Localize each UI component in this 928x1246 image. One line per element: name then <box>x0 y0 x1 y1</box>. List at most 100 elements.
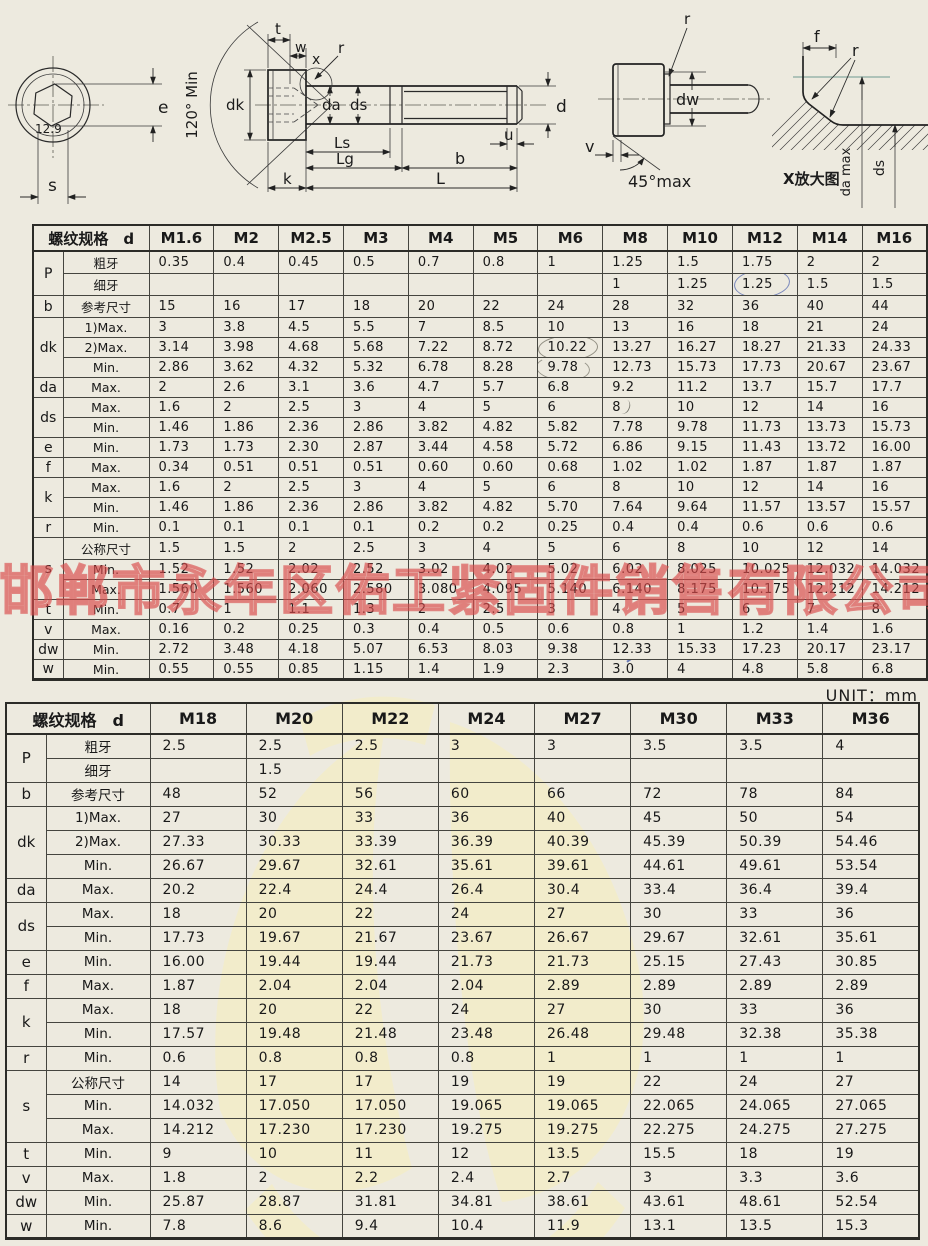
value-cell: 2.060 <box>278 579 344 600</box>
table-row: Min. 1.52 1.52 2.02 2.52 3.02 4.02 5.02 6.02 8.02… <box>33 559 928 580</box>
value-cell: 29.48 <box>630 1021 728 1047</box>
value-cell: 0.16 <box>148 619 215 640</box>
value-cell: 1.15 <box>342 659 409 680</box>
value-cell: 18 <box>726 1141 824 1167</box>
dim-ds-detail-label: ds <box>872 160 888 176</box>
value-cell: 34.81 <box>437 1189 536 1215</box>
value-cell: 8 <box>602 397 669 418</box>
value-cell: 1 <box>213 599 280 620</box>
value-cell: 39.4 <box>822 877 920 903</box>
size-column-header: M4 <box>407 224 474 252</box>
value-cell: 1.6 <box>861 619 928 640</box>
value-cell: 0.7 <box>407 250 474 274</box>
value-cell: 1.73 <box>148 437 215 458</box>
row-label-cell: Min. <box>45 853 151 879</box>
value-cell: 2.02 <box>278 559 344 580</box>
value-cell: 18 <box>731 317 798 338</box>
value-cell <box>278 273 344 296</box>
value-cell: 30.4 <box>533 877 632 903</box>
value-cell: 40.39 <box>533 829 632 855</box>
value-cell: 20.2 <box>149 877 247 903</box>
table-row: Min. 2.86 3.62 4.32 5.32 6.78 8.28 9.78 12.73 15.… <box>33 357 928 378</box>
value-cell: 8.72 <box>472 337 539 358</box>
value-cell: 1.86 <box>213 497 280 518</box>
value-cell: 1 <box>602 273 669 296</box>
value-cell: 78 <box>726 781 824 807</box>
value-cell: 7 <box>407 317 474 338</box>
value-cell: 1.75 <box>731 250 798 274</box>
row-label-cell: 参考尺寸 <box>45 781 151 807</box>
dimension-symbol-cell: dw <box>32 639 64 660</box>
value-cell: 2.72 <box>148 639 215 660</box>
value-cell: 0.34 <box>148 457 215 478</box>
value-cell: 19.275 <box>437 1117 536 1143</box>
value-cell: 0.25 <box>537 517 604 538</box>
row-label-cell: Max. <box>45 997 151 1023</box>
value-cell: 1.25 <box>602 250 669 274</box>
value-cell: 0.35 <box>148 250 215 274</box>
value-cell: 9.4 <box>341 1213 439 1239</box>
value-cell: 11.57 <box>731 497 798 518</box>
value-cell: 2.5 <box>278 477 344 498</box>
dim-120-label: 120° Min <box>183 71 201 139</box>
value-cell: 16 <box>861 397 928 418</box>
value-cell: 0.4 <box>213 250 280 274</box>
value-cell: 14.032 <box>149 1093 247 1119</box>
value-cell: 10 <box>537 317 604 338</box>
value-cell: 45.39 <box>630 829 728 855</box>
value-cell: 48.61 <box>726 1189 824 1215</box>
row-label-cell: Max. <box>62 579 150 600</box>
dimension-symbol-cell: f <box>32 457 64 478</box>
dimension-symbol-cell: da <box>5 877 47 903</box>
value-cell: 0.55 <box>148 659 215 680</box>
value-cell: 4 <box>407 397 474 418</box>
value-cell: 9.78 <box>537 357 604 378</box>
dim-r-detail-label: r <box>852 41 859 60</box>
value-cell: 2.87 <box>342 437 409 458</box>
value-cell: 2.86 <box>148 357 215 378</box>
table-row: v Max. 1.8 2 2.2 2.4 2.7 3 3.3 3.6 <box>5 1165 920 1191</box>
value-cell <box>342 273 409 296</box>
row-label-cell: Max. <box>62 457 150 478</box>
value-cell: 3 <box>407 537 474 560</box>
value-cell: 5 <box>472 477 539 498</box>
size-column-header: M2 <box>213 224 280 252</box>
value-cell: 23.17 <box>861 639 928 660</box>
value-cell: 2 <box>407 599 474 620</box>
dimension-symbol-cell: e <box>5 949 47 975</box>
value-cell: 19 <box>533 1069 632 1095</box>
value-cell: 36 <box>437 805 536 831</box>
value-cell: 3.5 <box>726 733 824 759</box>
size-column-header: M27 <box>533 702 632 735</box>
table-row: w Min. 7.8 8.6 9.4 10.4 11.9 13.1 13.5 15.3 <box>5 1213 920 1239</box>
value-cell: 11.43 <box>731 437 798 458</box>
value-cell: 3.3 <box>726 1165 824 1191</box>
value-cell: 10 <box>667 477 733 498</box>
value-cell: 13.7 <box>731 377 798 398</box>
dimension-symbol-cell: dw <box>5 1189 47 1215</box>
value-cell: 13.73 <box>796 417 863 438</box>
row-label-cell: Max. <box>45 901 151 927</box>
value-cell: 3.8 <box>213 317 280 338</box>
value-cell: 3 <box>148 317 215 338</box>
value-cell: 10.4 <box>437 1213 536 1239</box>
row-label-cell: 参考尺寸 <box>62 295 150 318</box>
table-row: dw Min. 2.72 3.48 4.18 5.07 6.53 8.03 9.38 12.33 1… <box>32 639 928 660</box>
table-row: f Max. 0.34 0.51 0.51 0.51 0.60 0.60 0.68 1.02 1.0… <box>32 457 928 478</box>
value-cell: 4.68 <box>278 337 344 358</box>
value-cell: 0.4 <box>602 517 669 538</box>
size-column-header: M10 <box>667 224 733 252</box>
value-cell: 6.86 <box>602 437 669 458</box>
value-cell: 5.02 <box>537 559 604 580</box>
value-cell: 6.02 <box>602 559 669 580</box>
value-cell: 1.1 <box>278 599 344 620</box>
value-cell: 52 <box>245 781 343 807</box>
value-cell: 1.52 <box>148 559 215 580</box>
value-cell: 4 <box>472 537 539 560</box>
size-column-header: M3 <box>342 224 409 252</box>
value-cell: 2.86 <box>342 497 409 518</box>
row-label-cell: 公称尺寸 <box>45 1069 151 1095</box>
value-cell: 19.48 <box>245 1021 343 1047</box>
value-cell: 0.2 <box>407 517 474 538</box>
value-cell: 4 <box>667 659 733 680</box>
